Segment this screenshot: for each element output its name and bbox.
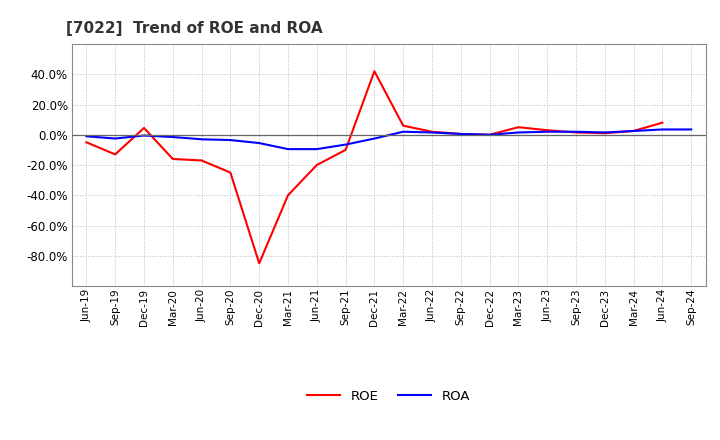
- ROE: [572, 130, 580, 135]
- ROA: [226, 137, 235, 143]
- ROE: [284, 193, 292, 198]
- ROA: [658, 127, 667, 132]
- ROA: [600, 130, 609, 135]
- ROE: [82, 139, 91, 145]
- ROA: [687, 127, 696, 132]
- ROA: [456, 132, 465, 137]
- Legend: ROE, ROA: ROE, ROA: [302, 385, 476, 408]
- ROE: [514, 125, 523, 130]
- ROE: [197, 158, 206, 163]
- ROA: [370, 136, 379, 141]
- ROE: [168, 156, 177, 161]
- ROE: [111, 152, 120, 157]
- ROE: [543, 128, 552, 133]
- ROE: [226, 170, 235, 175]
- ROE: [485, 132, 494, 137]
- ROA: [428, 130, 436, 135]
- ROA: [255, 140, 264, 146]
- ROE: [370, 69, 379, 74]
- ROE: [629, 128, 638, 134]
- ROA: [341, 142, 350, 147]
- ROE: [399, 123, 408, 128]
- ROA: [312, 147, 321, 152]
- ROE: [140, 125, 148, 131]
- ROA: [543, 129, 552, 134]
- ROA: [197, 137, 206, 142]
- ROA: [399, 129, 408, 134]
- ROE: [658, 120, 667, 125]
- ROE: [341, 147, 350, 153]
- Line: ROE: ROE: [86, 71, 662, 263]
- Text: [7022]  Trend of ROE and ROA: [7022] Trend of ROE and ROA: [66, 21, 323, 36]
- Line: ROA: ROA: [86, 129, 691, 149]
- ROE: [312, 162, 321, 168]
- ROA: [514, 130, 523, 135]
- ROA: [485, 132, 494, 137]
- ROA: [572, 129, 580, 134]
- ROE: [600, 131, 609, 136]
- ROA: [140, 133, 148, 138]
- ROA: [168, 134, 177, 139]
- ROA: [111, 136, 120, 141]
- ROE: [456, 132, 465, 137]
- ROA: [284, 147, 292, 152]
- ROA: [629, 128, 638, 134]
- ROE: [428, 129, 436, 134]
- ROE: [255, 260, 264, 266]
- ROA: [82, 134, 91, 139]
